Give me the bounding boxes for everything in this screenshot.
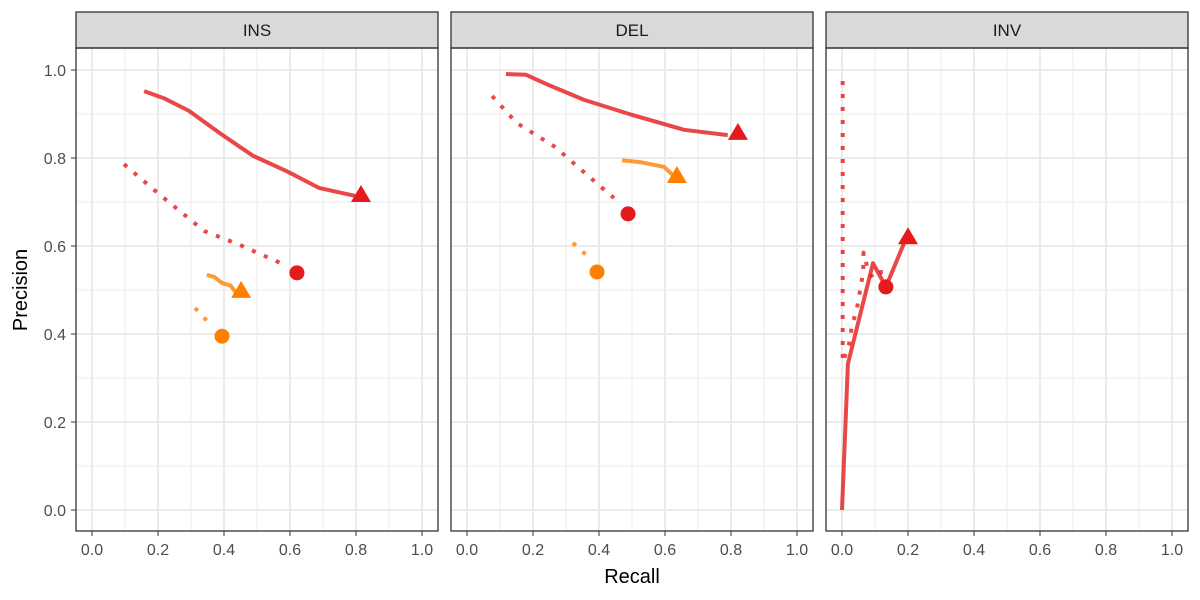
series-line-orange-dotted (193, 306, 210, 324)
y-tick-label: 0.4 (44, 327, 66, 344)
x-tick-label: 1.0 (411, 542, 433, 559)
x-tick-label: 1.0 (1161, 542, 1183, 559)
series-line-red-dotted (122, 162, 288, 268)
x-tick-label: 0.6 (654, 542, 676, 559)
x-tick-label: 1.0 (786, 542, 808, 559)
series-line-orange-dotted (571, 241, 588, 257)
x-tick-label: 0.0 (831, 542, 853, 559)
circle-marker (289, 265, 305, 281)
series-line-orange-solid (206, 273, 239, 296)
x-tick-label: 0.8 (720, 542, 742, 559)
panel-border (825, 47, 1189, 532)
panel-inv: INV 0.0 0.2 0.4 0.6 0.8 1.0 (825, 11, 1189, 559)
x-axis-label: Recall (604, 566, 660, 588)
series-line-red-solid (840, 240, 907, 511)
triangle-marker (666, 166, 687, 184)
panel-border (450, 47, 814, 532)
y-tick-label: 0.6 (44, 239, 66, 256)
triangle-marker (898, 227, 918, 245)
circle-marker (589, 264, 605, 280)
x-tick-label: 0.0 (456, 542, 478, 559)
y-tick-label: 1.0 (44, 63, 66, 80)
y-tick-label: 0.2 (44, 415, 66, 432)
series-line-red-solid (143, 89, 356, 198)
series-line-red-dotted (490, 94, 616, 200)
y-tick-label: 0.0 (44, 503, 66, 520)
x-tick-label: 0.4 (588, 542, 610, 559)
series-line-orange-solid (621, 158, 675, 178)
x-tick-label: 0.6 (279, 542, 301, 559)
panel-del: DEL 0.0 0.2 0.4 0.6 0.8 1.0 (450, 11, 814, 559)
x-tick-label: 0.2 (897, 542, 919, 559)
x-tick-label: 0.8 (1095, 542, 1117, 559)
x-tick-label: 0.2 (147, 542, 169, 559)
x-tick-label: 0.6 (1029, 542, 1051, 559)
triangle-marker (727, 122, 748, 140)
y-axis-label: Precision (10, 249, 32, 331)
x-tick-label: 0.4 (213, 542, 235, 559)
facet-strip (75, 11, 439, 49)
circle-marker (878, 279, 894, 295)
x-tick-label: 0.8 (345, 542, 367, 559)
series-line-red-dotted (840, 81, 883, 365)
panel-ins: INS 0.0 0.2 0.4 0.6 0.8 1.0 (75, 11, 439, 559)
facet-strip-label: INS (243, 21, 271, 40)
triangle-marker (231, 280, 252, 298)
panel-border (75, 47, 439, 532)
facet-strip-label: DEL (615, 21, 648, 40)
x-tick-label: 0.2 (522, 542, 544, 559)
circle-marker (214, 328, 230, 344)
x-tick-label: 0.0 (81, 542, 103, 559)
circle-marker (620, 206, 636, 222)
y-tick-label: 0.8 (44, 151, 66, 168)
facet-strip (450, 11, 814, 49)
series-line-red-solid (505, 72, 728, 138)
facet-strip-label: INV (993, 21, 1022, 40)
x-tick-label: 0.4 (963, 542, 985, 559)
triangle-marker (350, 184, 371, 202)
